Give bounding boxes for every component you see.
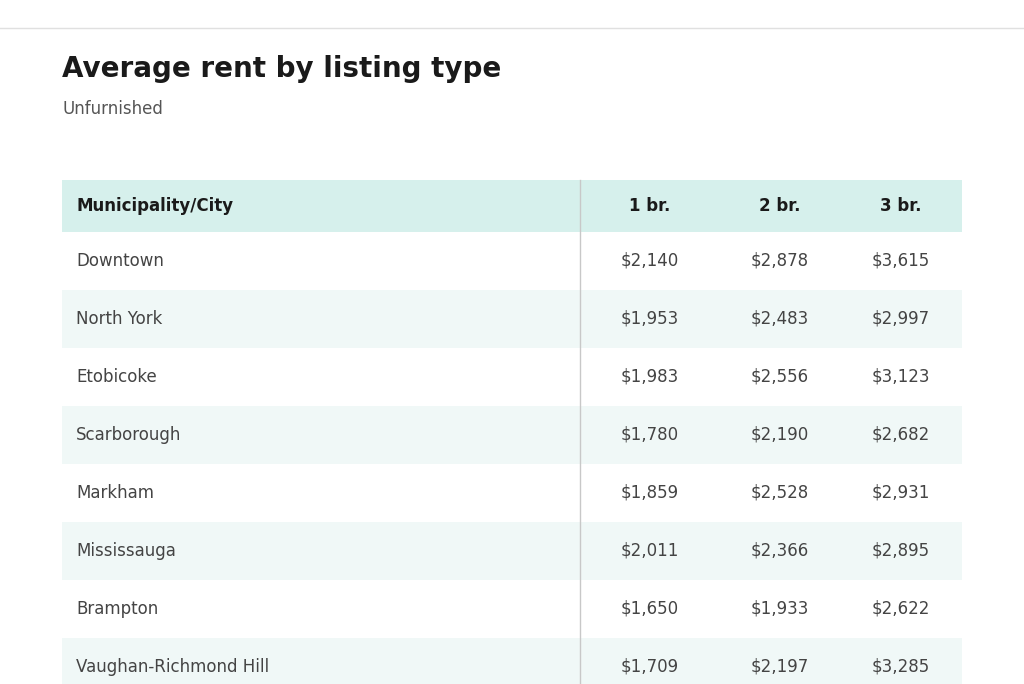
Text: Etobicoke: Etobicoke xyxy=(76,368,157,386)
Text: $1,953: $1,953 xyxy=(621,310,679,328)
Text: $2,682: $2,682 xyxy=(871,426,930,444)
Text: $2,931: $2,931 xyxy=(871,484,930,502)
Text: $1,780: $1,780 xyxy=(621,426,679,444)
Text: $2,895: $2,895 xyxy=(872,542,930,560)
Bar xyxy=(62,290,962,348)
Text: $1,933: $1,933 xyxy=(751,600,809,618)
Text: 3 br.: 3 br. xyxy=(881,197,922,215)
Text: Municipality/City: Municipality/City xyxy=(76,197,233,215)
Bar xyxy=(62,180,962,232)
Text: Scarborough: Scarborough xyxy=(76,426,181,444)
Text: $2,190: $2,190 xyxy=(751,426,809,444)
Text: 1 br.: 1 br. xyxy=(630,197,671,215)
Text: Brampton: Brampton xyxy=(76,600,159,618)
Text: $2,483: $2,483 xyxy=(751,310,809,328)
Text: Unfurnished: Unfurnished xyxy=(62,100,163,118)
Text: $3,123: $3,123 xyxy=(871,368,930,386)
Text: $2,011: $2,011 xyxy=(621,542,679,560)
Text: $1,983: $1,983 xyxy=(621,368,679,386)
Text: Markham: Markham xyxy=(76,484,154,502)
Text: Downtown: Downtown xyxy=(76,252,164,270)
Bar xyxy=(62,406,962,464)
Text: $2,528: $2,528 xyxy=(751,484,809,502)
Text: $2,878: $2,878 xyxy=(751,252,809,270)
Text: 2 br.: 2 br. xyxy=(759,197,801,215)
Text: Average rent by listing type: Average rent by listing type xyxy=(62,55,502,83)
Bar xyxy=(62,522,962,580)
Text: $2,556: $2,556 xyxy=(751,368,809,386)
Text: $2,997: $2,997 xyxy=(872,310,930,328)
Text: $2,622: $2,622 xyxy=(871,600,930,618)
Text: North York: North York xyxy=(76,310,163,328)
Text: Mississauga: Mississauga xyxy=(76,542,176,560)
Text: $2,366: $2,366 xyxy=(751,542,809,560)
Bar xyxy=(62,638,962,684)
Text: $3,615: $3,615 xyxy=(871,252,930,270)
Text: $2,140: $2,140 xyxy=(621,252,679,270)
Text: $1,650: $1,650 xyxy=(621,600,679,618)
Text: $2,197: $2,197 xyxy=(751,658,809,676)
Text: $1,709: $1,709 xyxy=(621,658,679,676)
Text: $3,285: $3,285 xyxy=(871,658,930,676)
Text: Vaughan-Richmond Hill: Vaughan-Richmond Hill xyxy=(76,658,269,676)
Text: $1,859: $1,859 xyxy=(621,484,679,502)
